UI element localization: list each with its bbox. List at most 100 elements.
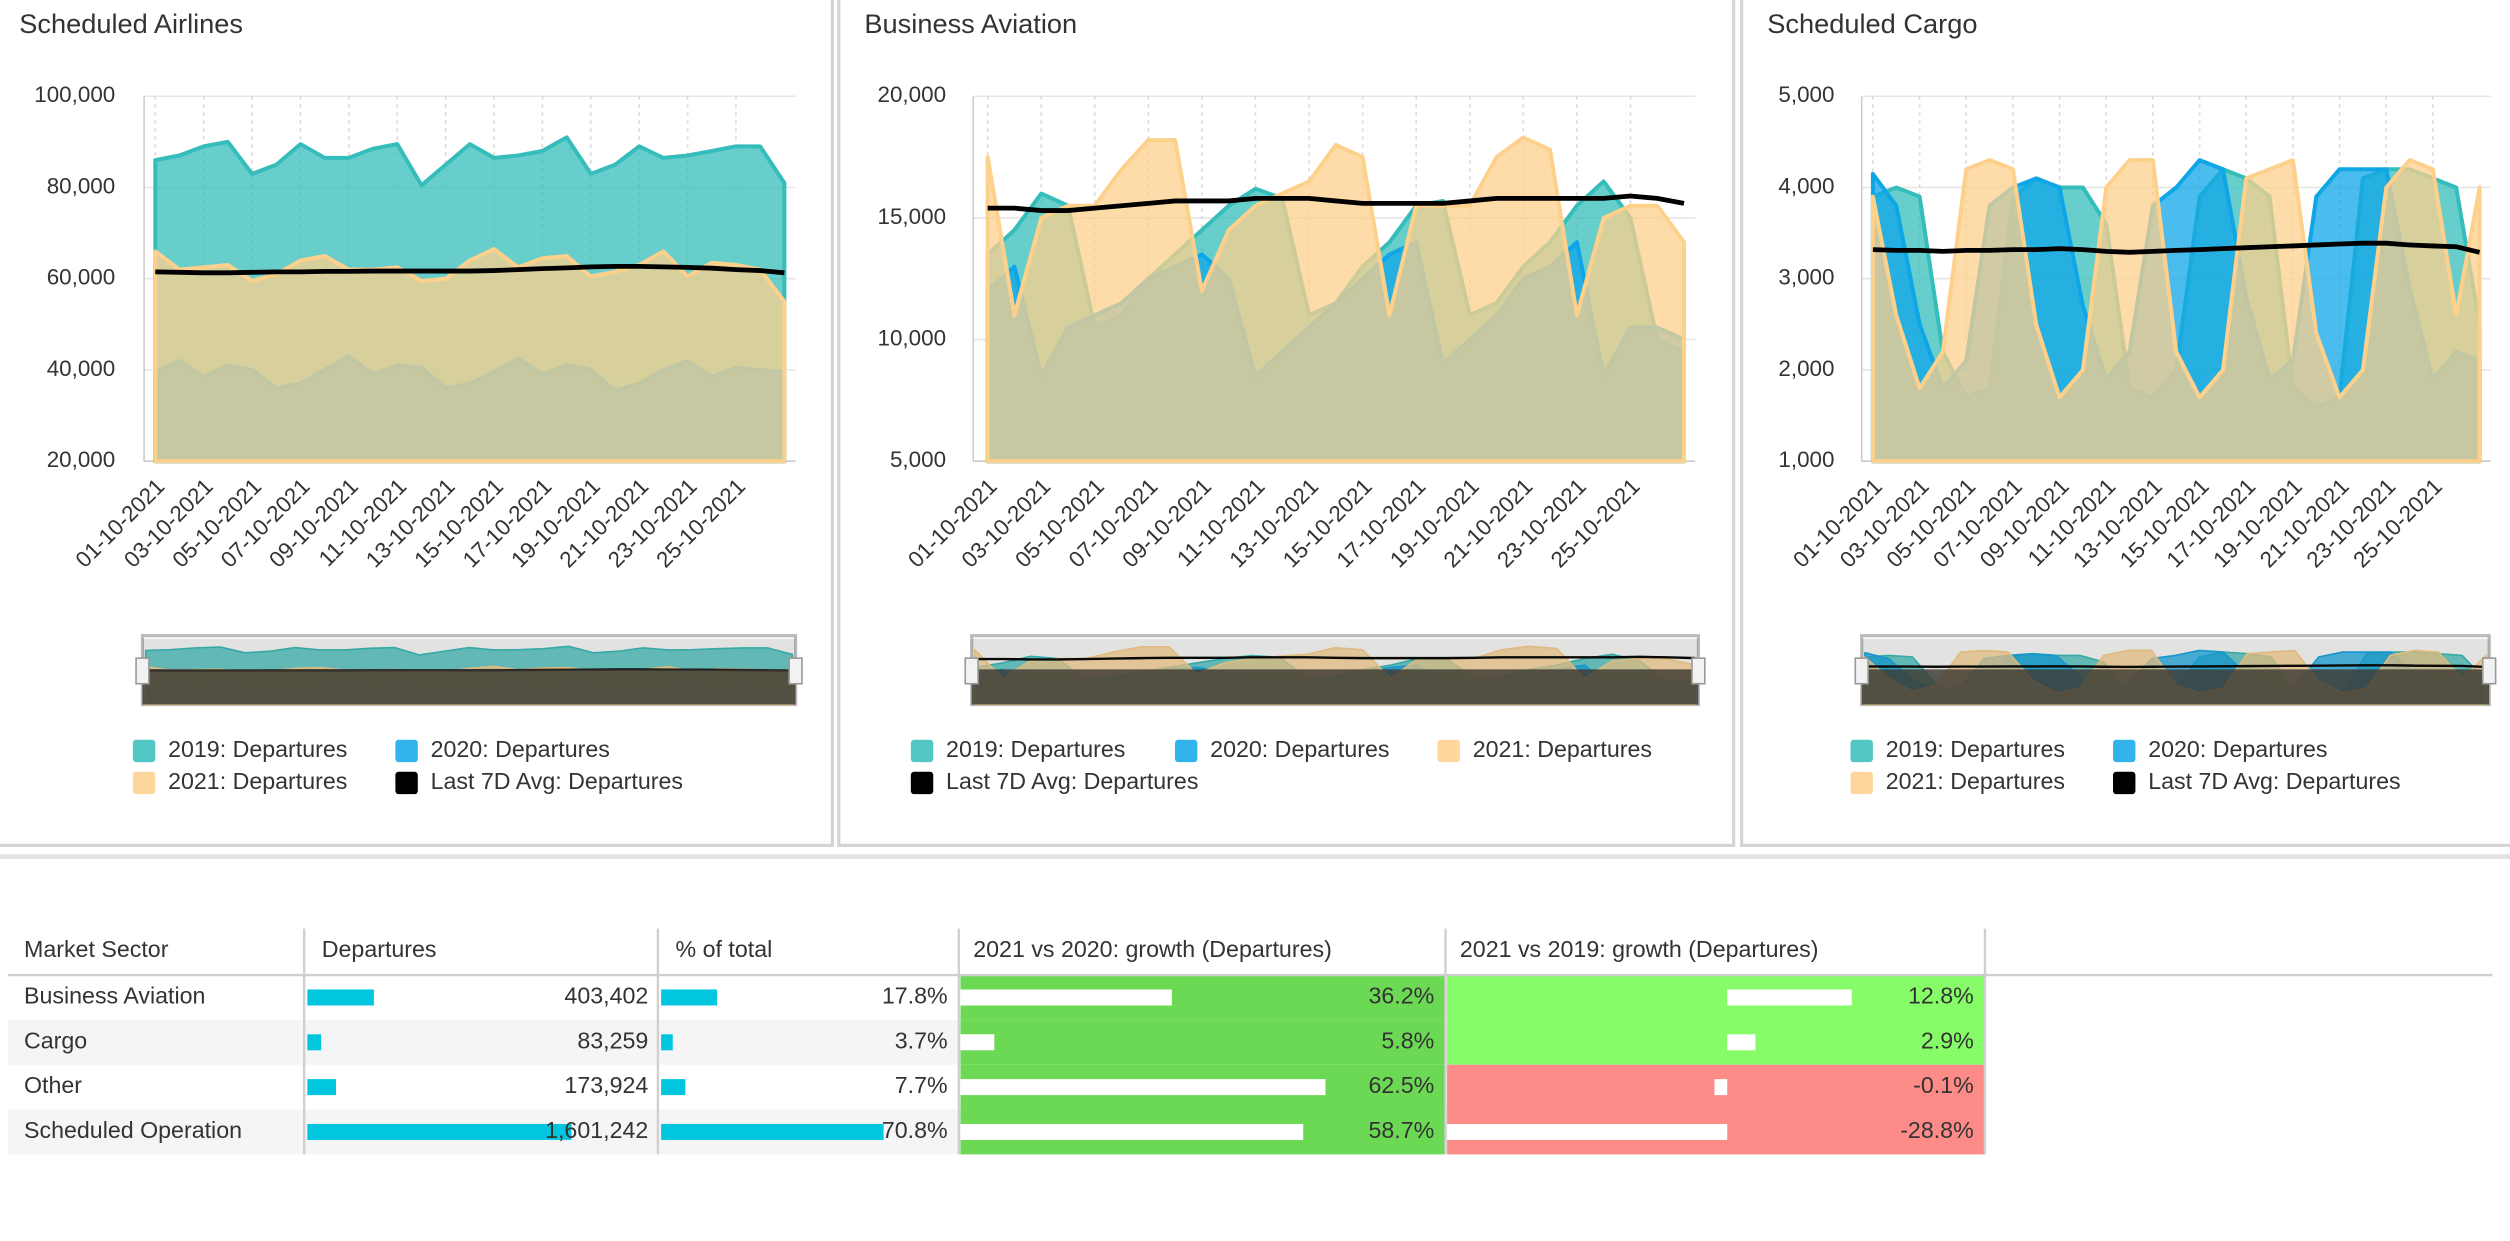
navigator-handle[interactable] (1854, 657, 1869, 685)
legend-swatch[interactable] (2113, 771, 2136, 795)
legend-label[interactable]: 2020: Departures (1210, 736, 1389, 762)
cell-value: 17.8% (882, 983, 948, 1009)
cell-bg (960, 1019, 1446, 1065)
chart-title: Scheduled Airlines (19, 8, 243, 39)
cell-bar (1714, 1079, 1728, 1096)
legend-label[interactable]: Last 7D Avg: Departures (431, 768, 683, 794)
navigator-mask (1861, 638, 2490, 670)
y-tick-label: 15,000 (878, 204, 947, 229)
table: Market Sector Departures % of total 2021 vs… (8, 928, 2493, 1155)
navigator-handle[interactable] (964, 657, 979, 685)
y-tick-label: 80,000 (47, 173, 116, 198)
y-tick-label: 1,000 (1778, 447, 1834, 472)
chart: Scheduled Cargo 1,000 2,000 3,000 4,000 5,000… (1767, 8, 2497, 795)
cell-value: 403,402 (564, 983, 648, 1009)
cell-bar (960, 1123, 1304, 1140)
legend-swatch[interactable] (132, 771, 156, 795)
legend-swatch[interactable] (1174, 739, 1198, 763)
chart: Business Aviation 5,000 10,000 15,000 20,000… (864, 8, 1706, 795)
cell-bar (307, 1034, 322, 1051)
navigator-line (1864, 664, 2487, 669)
navigator-handle[interactable] (1691, 657, 1706, 685)
area (153, 247, 787, 464)
legend-swatch[interactable] (132, 739, 156, 763)
cell-bar (960, 1034, 995, 1051)
area (985, 135, 1687, 464)
cell-bg (1447, 975, 1985, 1020)
legend-swatch[interactable] (1437, 739, 1460, 763)
legend-label[interactable]: 2019: Departures (946, 736, 1125, 762)
legend-label[interactable]: 2019: Departures (1886, 736, 2065, 762)
cell-bar (1447, 1123, 1728, 1140)
y-tick-label: 5,000 (890, 447, 946, 472)
column-header: 2021 vs 2019: growth (Departures) (1460, 936, 1819, 962)
cell-value: 173,924 (564, 1072, 648, 1098)
legend-swatch[interactable] (2113, 739, 2136, 763)
y-tick-label: 4,000 (1778, 173, 1834, 198)
y-tick-label: 20,000 (878, 82, 947, 107)
column-header: % of total (676, 936, 773, 962)
cell-bar (307, 989, 374, 1006)
cell-value: 12.8% (1908, 983, 1974, 1009)
cell-value: 70.8% (882, 1117, 948, 1143)
cell-value: 7.7% (895, 1072, 948, 1098)
cell-value: 3.7% (895, 1027, 948, 1053)
legend-label[interactable]: 2020: Departures (2148, 736, 2327, 762)
cell-bar (1727, 989, 1852, 1006)
sector-cell: Business Aviation (24, 983, 205, 1009)
cell-value: 83,259 (577, 1027, 648, 1053)
y-tick-label: 40,000 (47, 356, 116, 381)
y-tick-label: 2,000 (1778, 356, 1834, 381)
sector-cell: Other (24, 1072, 82, 1098)
y-tick-label: 3,000 (1778, 265, 1834, 290)
cell-value: 36.2% (1368, 983, 1434, 1009)
area (1870, 158, 2482, 464)
charts: Scheduled Airlines 20,000 40,000 60,000 80,0… (19, 8, 2497, 795)
legend-label[interactable]: 2021: Departures (1473, 736, 1652, 762)
navigator-handle[interactable] (2481, 657, 2497, 685)
cell-value: 58.7% (1368, 1117, 1434, 1143)
chart-title: Business Aviation (864, 8, 1077, 39)
navigator-line (974, 655, 1696, 661)
navigator-mask (142, 669, 796, 705)
avg-line (1872, 240, 2481, 255)
cell-value: 2.9% (1921, 1027, 1974, 1053)
legend-label[interactable]: 2019: Departures (168, 736, 347, 762)
legend-swatch[interactable] (910, 739, 934, 763)
y-tick-label: 100,000 (34, 82, 115, 107)
y-tick-label: 60,000 (47, 265, 116, 290)
cell-bar (661, 1123, 884, 1140)
cell-bar (307, 1123, 572, 1140)
column-header: Market Sector (24, 936, 169, 962)
navigator-mask (971, 638, 1699, 670)
navigator-handle[interactable] (788, 657, 803, 685)
legend-label[interactable]: 2021: Departures (168, 768, 347, 794)
legend-label[interactable]: 2021: Departures (1886, 768, 2065, 794)
cell-value: -0.1% (1913, 1072, 1974, 1098)
cell-value: 1,601,242 (545, 1117, 648, 1143)
column-header: Departures (322, 936, 437, 962)
legend-label[interactable]: Last 7D Avg: Departures (946, 768, 1198, 794)
cell-bar (661, 1079, 686, 1096)
column-header: 2021 vs 2020: growth (Departures) (973, 936, 1332, 962)
cell-bg (1447, 1019, 1985, 1065)
cell-bar (960, 1079, 1326, 1096)
legend-swatch[interactable] (395, 771, 418, 795)
legend-swatch[interactable] (910, 771, 934, 795)
cell-bar (661, 989, 718, 1006)
avg-line (987, 193, 1685, 213)
legend-swatch[interactable] (395, 739, 418, 763)
chart-title: Scheduled Cargo (1767, 8, 1977, 39)
legend-swatch[interactable] (1850, 739, 1873, 763)
navigator-handle[interactable] (135, 657, 150, 685)
legend-label[interactable]: 2020: Departures (431, 736, 610, 762)
y-tick-label: 20,000 (47, 447, 116, 472)
cell-value: -28.8% (1900, 1117, 1974, 1143)
legend-swatch[interactable] (1850, 771, 1873, 795)
y-tick-label: 10,000 (878, 325, 947, 350)
chart: Scheduled Airlines 20,000 40,000 60,000 80,0… (19, 8, 803, 795)
legend-label[interactable]: Last 7D Avg: Departures (2148, 768, 2400, 794)
cell-bar (307, 1079, 337, 1096)
sector-cell: Scheduled Operation (24, 1117, 242, 1143)
